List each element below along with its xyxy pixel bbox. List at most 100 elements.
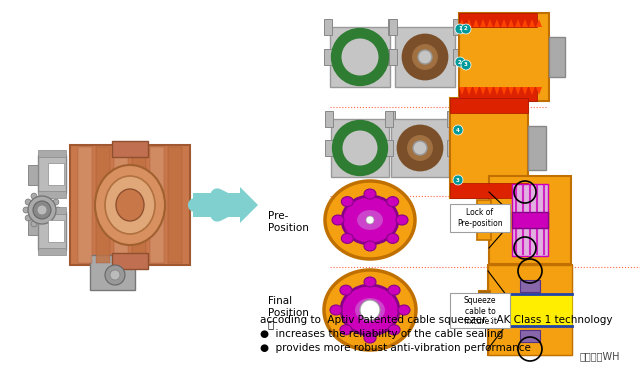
Bar [78, 147, 92, 263]
Circle shape [406, 134, 434, 162]
Polygon shape [536, 87, 542, 95]
Bar [459, 13, 537, 27]
Ellipse shape [340, 285, 352, 295]
Circle shape [453, 125, 463, 135]
Polygon shape [480, 19, 486, 27]
Polygon shape [480, 87, 486, 95]
Bar [112, 253, 148, 269]
Bar [38, 207, 66, 214]
Circle shape [39, 191, 45, 197]
Bar [477, 200, 491, 240]
Polygon shape [473, 19, 479, 27]
Circle shape [33, 201, 51, 219]
Ellipse shape [364, 277, 376, 287]
Circle shape [461, 24, 471, 34]
Circle shape [25, 215, 31, 221]
Bar [520, 330, 540, 342]
Circle shape [53, 215, 59, 221]
Text: Final
Position
置: Final Position 置 [268, 296, 309, 330]
Ellipse shape [325, 181, 415, 259]
Circle shape [453, 175, 463, 185]
Circle shape [455, 57, 465, 67]
Circle shape [413, 141, 427, 155]
Bar [331, 119, 389, 177]
Bar [38, 155, 66, 193]
Text: 2: 2 [464, 26, 468, 31]
Text: 2: 2 [458, 59, 462, 64]
Bar [38, 212, 66, 250]
Polygon shape [522, 87, 528, 95]
Text: ●  provides more robust anti-vibration performance: ● provides more robust anti-vibration pe… [260, 343, 531, 353]
Bar [488, 326, 572, 355]
Polygon shape [487, 87, 493, 95]
Bar [325, 140, 333, 156]
Circle shape [366, 216, 374, 224]
Bar [549, 37, 565, 77]
Circle shape [418, 50, 432, 64]
Text: 4: 4 [456, 128, 460, 133]
Circle shape [398, 126, 442, 170]
Polygon shape [240, 187, 258, 223]
Bar [488, 294, 572, 326]
Circle shape [403, 35, 447, 79]
Text: ●  increases the reliability of the cable sealing: ● increases the reliability of the cable… [260, 329, 504, 339]
Bar [512, 212, 548, 228]
Bar [389, 49, 397, 65]
Circle shape [339, 127, 381, 169]
Ellipse shape [364, 241, 376, 251]
Ellipse shape [364, 333, 376, 343]
Circle shape [411, 43, 439, 71]
Bar [388, 49, 396, 65]
Circle shape [53, 199, 59, 205]
Text: 3: 3 [464, 62, 468, 67]
Ellipse shape [388, 285, 400, 295]
Polygon shape [522, 19, 528, 27]
Bar [459, 13, 549, 101]
Bar [325, 111, 333, 127]
Polygon shape [494, 19, 500, 27]
Circle shape [39, 223, 45, 229]
Circle shape [47, 193, 53, 199]
Circle shape [23, 207, 29, 213]
Circle shape [55, 207, 61, 213]
Text: 线束专家WH: 线束专家WH [580, 351, 621, 361]
Circle shape [31, 193, 37, 199]
Polygon shape [459, 87, 465, 95]
Ellipse shape [340, 325, 352, 335]
Polygon shape [529, 87, 535, 95]
Bar [132, 147, 146, 263]
Bar [387, 111, 395, 127]
Bar [28, 215, 56, 235]
Bar [447, 140, 455, 156]
Text: accoding to  Aptiv Patented cable squeezer : AK Class 1 technology: accoding to Aptiv Patented cable squeeze… [260, 315, 612, 325]
Bar [90, 255, 135, 290]
Text: Pre-
Position: Pre- Position [268, 211, 309, 233]
Bar [391, 119, 449, 177]
Bar [450, 98, 528, 198]
Circle shape [110, 270, 120, 280]
Polygon shape [494, 87, 500, 95]
Polygon shape [515, 87, 521, 95]
Bar [385, 140, 393, 156]
Ellipse shape [387, 233, 399, 243]
Bar [450, 204, 510, 232]
Bar [112, 141, 148, 157]
Circle shape [338, 35, 382, 79]
Polygon shape [508, 87, 514, 95]
Bar [450, 183, 528, 198]
Bar [38, 191, 66, 198]
Circle shape [335, 32, 385, 82]
Bar [520, 280, 540, 292]
Ellipse shape [105, 176, 155, 234]
Bar [478, 290, 490, 302]
Circle shape [47, 221, 53, 227]
Ellipse shape [324, 270, 416, 350]
Circle shape [455, 24, 465, 34]
Circle shape [25, 199, 31, 205]
Polygon shape [501, 87, 507, 95]
Ellipse shape [356, 209, 384, 231]
Bar [488, 265, 572, 294]
Bar [488, 265, 572, 355]
Text: Lock of
Pre-position: Lock of Pre-position [457, 208, 503, 228]
Polygon shape [466, 87, 472, 95]
